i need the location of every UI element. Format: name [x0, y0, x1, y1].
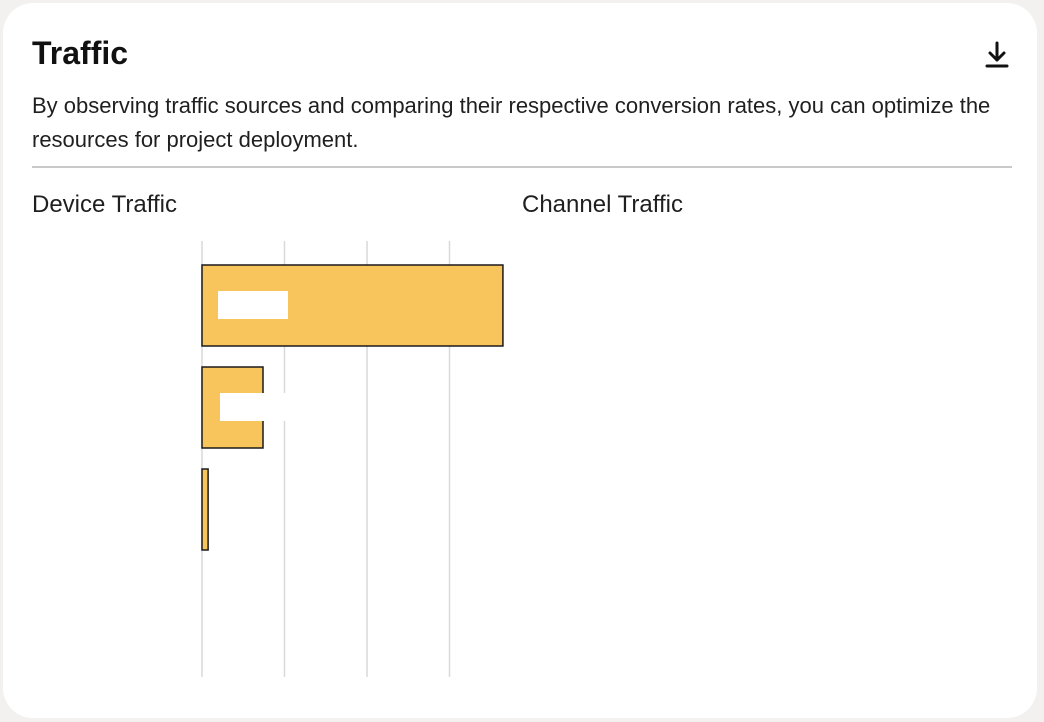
download-icon-glyph [985, 41, 1009, 68]
bar-label-placeholder-1 [218, 291, 288, 319]
divider [32, 166, 1012, 168]
card-title: Traffic [32, 35, 129, 71]
card-description: By observing traffic sources and compari… [32, 93, 991, 152]
traffic-card: Traffic By observing traffic sources and… [3, 3, 1037, 718]
device-traffic-title: Device Traffic [32, 191, 177, 218]
bar-label-placeholder-2 [220, 393, 288, 421]
bar-3[interactable] [201, 468, 209, 551]
device-traffic-chart [201, 241, 504, 677]
download-icon[interactable] [983, 39, 1011, 71]
channel-traffic-title: Channel Traffic [522, 191, 683, 218]
